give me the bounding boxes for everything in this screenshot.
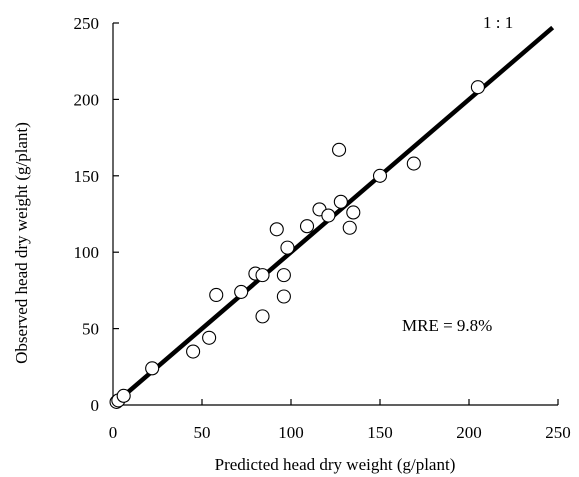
x-tick-label: 150	[367, 423, 393, 442]
data-point	[276, 268, 291, 283]
y-tick-label: 200	[74, 90, 100, 109]
x-tick-label: 100	[278, 423, 304, 442]
data-point	[234, 284, 249, 299]
data-point	[186, 344, 201, 359]
one-to-one-label: 1 : 1	[483, 13, 513, 32]
y-tick-label: 100	[74, 243, 100, 262]
x-axis-ticks: 0 50 100 150 200 250	[109, 399, 571, 442]
x-axis-title: Predicted head dry weight (g/plant)	[215, 455, 456, 474]
x-tick-label: 200	[456, 423, 482, 442]
data-point	[346, 205, 361, 220]
x-tick-label: 250	[545, 423, 571, 442]
y-tick-label: 250	[74, 14, 100, 33]
data-point	[470, 80, 485, 95]
y-tick-label: 150	[74, 167, 100, 186]
mre-annotation: MRE = 9.8%	[402, 316, 492, 335]
data-point	[333, 194, 348, 209]
data-point	[321, 208, 336, 223]
data-point	[255, 268, 270, 283]
data-point	[116, 388, 131, 403]
data-point	[202, 330, 217, 345]
y-axis-title: Observed head dry weight (g/plant)	[12, 122, 31, 364]
data-point	[145, 361, 160, 376]
data-points	[109, 80, 485, 409]
y-tick-label: 0	[91, 396, 100, 415]
data-point	[280, 240, 295, 255]
data-point	[372, 168, 388, 183]
data-point	[342, 220, 357, 235]
data-point	[276, 289, 291, 304]
data-point	[406, 156, 421, 171]
data-point	[255, 309, 270, 324]
data-point	[299, 219, 315, 234]
data-point	[332, 142, 347, 157]
x-tick-label: 0	[109, 423, 118, 442]
x-tick-label: 50	[194, 423, 211, 442]
y-tick-label: 50	[82, 320, 99, 339]
y-axis-ticks: 0 50 100 150 200 250	[74, 14, 119, 415]
data-point	[209, 287, 224, 303]
data-point	[269, 222, 284, 237]
